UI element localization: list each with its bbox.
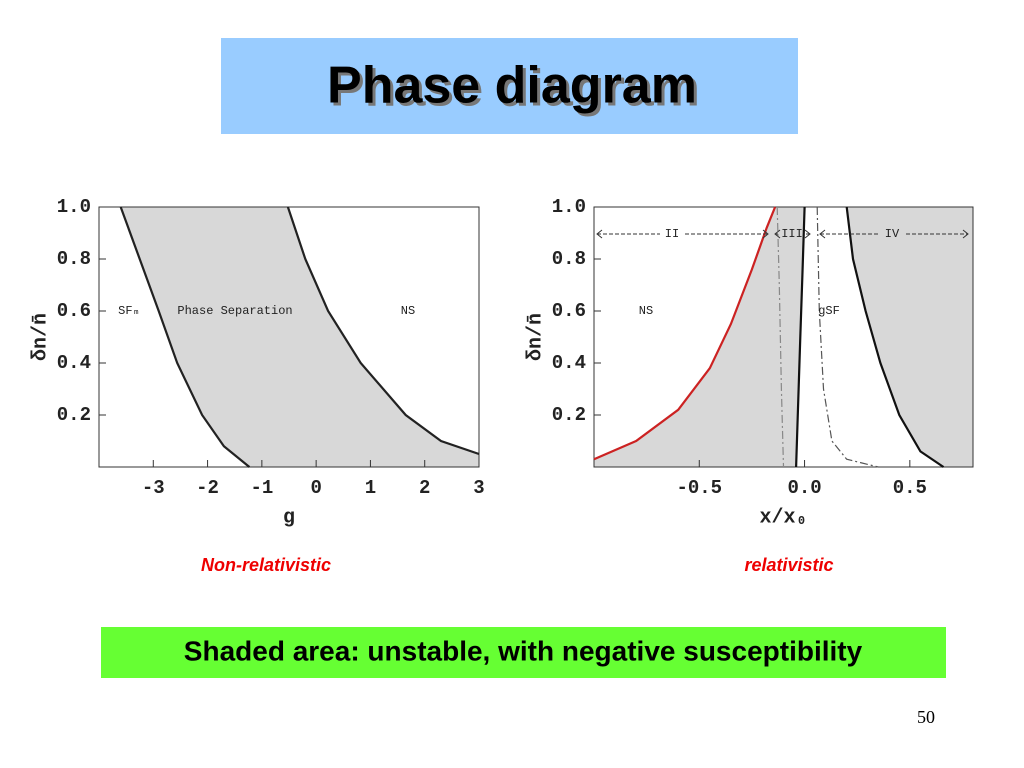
shaded-area (594, 207, 805, 467)
curve (795, 206, 806, 468)
arrow-head (762, 229, 769, 239)
y-tick-label: 0.4 (552, 352, 586, 374)
annotation: gSF (818, 304, 840, 318)
annotation: SFₘ (118, 304, 140, 318)
arrow-head (819, 229, 826, 239)
curve (845, 206, 945, 468)
curve (816, 206, 879, 468)
annotation: Phase Separation (177, 304, 292, 318)
x-tick-label: 1 (365, 477, 376, 499)
x-tick-label: 0.5 (893, 477, 927, 499)
x-axis-label: x/x₀ (759, 506, 807, 529)
annotation: III (781, 227, 803, 241)
arrow-head (962, 229, 969, 239)
shaded-area (846, 207, 973, 467)
x-tick-label: 2 (419, 477, 430, 499)
x-tick-label: 0 (310, 477, 321, 499)
x-tick-label: 0.0 (787, 477, 821, 499)
note-box (101, 627, 946, 678)
annotation: NS (639, 304, 653, 318)
x-tick-label: -1 (250, 477, 273, 499)
y-tick-label: 0.4 (57, 352, 91, 374)
caption: relativistic (744, 555, 833, 575)
annotation: II (665, 227, 679, 241)
y-tick-label: 0.6 (552, 300, 586, 322)
y-tick-label: 0.6 (57, 300, 91, 322)
curve (593, 206, 777, 461)
x-tick-label: -0.5 (676, 477, 722, 499)
annotation: NS (401, 304, 415, 318)
y-tick-label: 1.0 (552, 196, 586, 218)
title: Phase diagram (327, 57, 697, 115)
y-axis-label: δn/n̄ (29, 313, 52, 361)
caption: Non-relativistic (201, 555, 331, 575)
title-shadow: Phase diagram (330, 60, 700, 118)
curve (119, 206, 251, 468)
curve (286, 206, 480, 456)
annotation: IV (885, 227, 900, 241)
y-tick-label: 0.8 (552, 248, 586, 270)
title-box (221, 38, 798, 134)
note: Shaded area: unstable, with negative sus… (184, 635, 863, 666)
shaded-area (120, 207, 479, 467)
y-tick-label: 0.2 (552, 404, 586, 426)
y-tick-label: 0.8 (57, 248, 91, 270)
y-axis-label: δn/n̄ (524, 313, 547, 361)
x-axis-label: g (283, 506, 295, 529)
x-tick-label: 3 (473, 477, 484, 499)
y-tick-label: 1.0 (57, 196, 91, 218)
arrow-head (804, 229, 811, 239)
y-tick-label: 0.2 (57, 404, 91, 426)
curve (776, 206, 785, 468)
x-tick-label: -2 (196, 477, 219, 499)
arrow-head (596, 229, 603, 239)
arrow-head (774, 229, 781, 239)
page-number: 50 (917, 707, 935, 727)
x-tick-label: -3 (142, 477, 165, 499)
